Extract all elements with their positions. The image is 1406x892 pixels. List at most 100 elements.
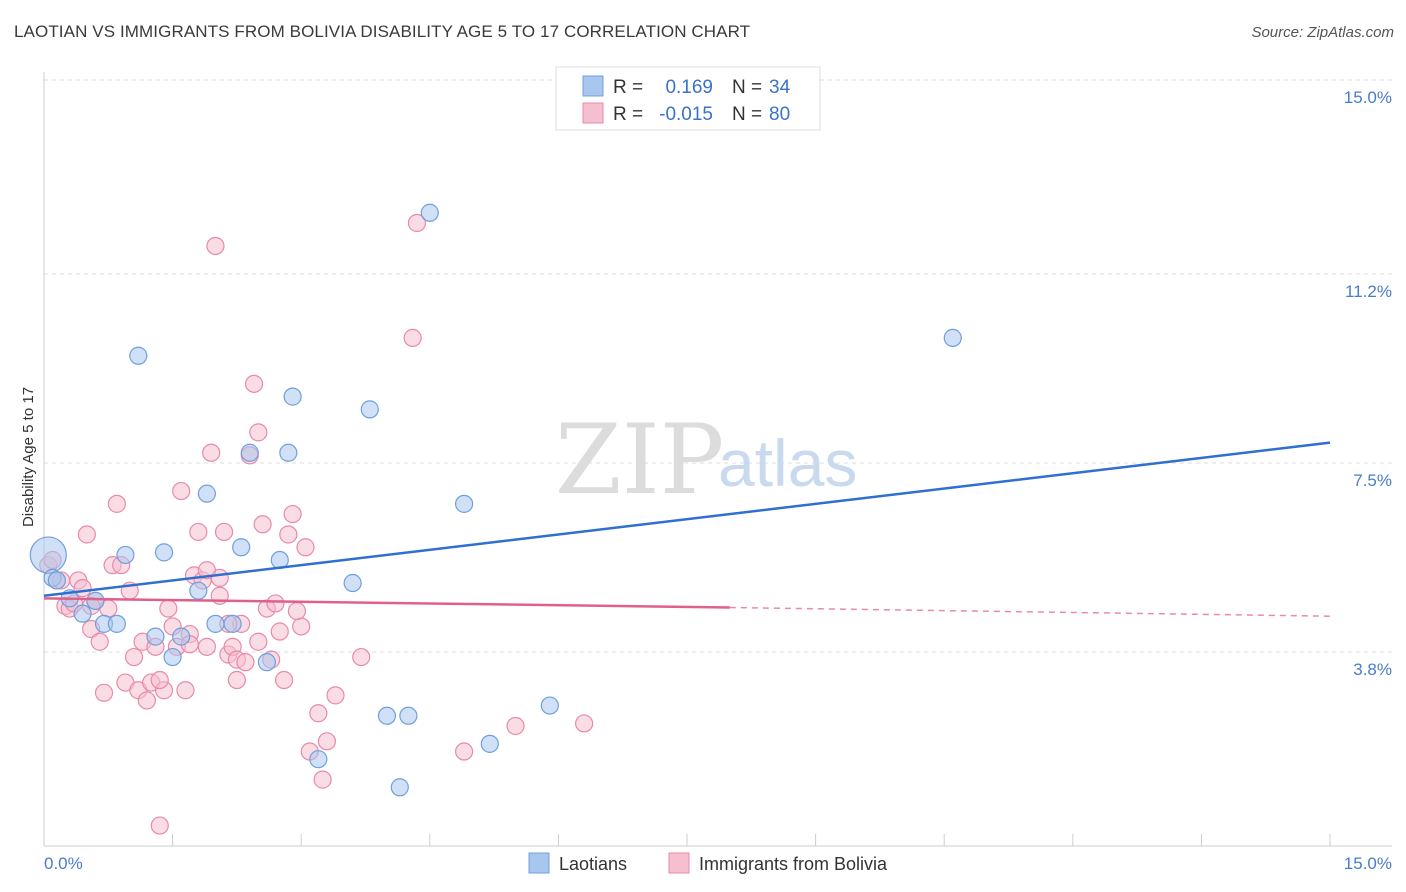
legend-r-label-0: R = xyxy=(613,77,643,98)
point-laotians xyxy=(189,581,208,600)
point-bolivia xyxy=(176,681,195,700)
point-bolivia xyxy=(94,683,114,702)
point-bolivia xyxy=(236,653,255,672)
point-bolivia xyxy=(506,716,525,736)
gridlines xyxy=(44,79,1392,653)
point-laotians xyxy=(399,706,418,725)
trend-line-bolivia xyxy=(43,597,730,609)
scatter-points xyxy=(29,203,962,835)
point-bolivia xyxy=(266,594,285,613)
point-bolivia xyxy=(274,670,294,690)
point-laotians xyxy=(172,627,191,646)
point-bolivia xyxy=(309,704,328,723)
point-bolivia xyxy=(197,637,216,656)
point-bolivia xyxy=(279,525,298,544)
legend-r-value-0: 0.169 xyxy=(665,77,713,98)
x-tick-label-min: 0.0% xyxy=(44,854,83,873)
point-bolivia xyxy=(283,504,302,524)
point-laotians xyxy=(279,443,298,462)
legend-n-label-0: N = xyxy=(732,77,762,98)
point-bolivia xyxy=(454,742,474,761)
point-laotians xyxy=(146,627,165,646)
point-bolivia xyxy=(150,670,169,690)
point-bolivia xyxy=(214,522,234,542)
point-bolivia xyxy=(407,213,427,233)
point-laotians xyxy=(129,346,148,365)
point-laotians xyxy=(86,591,105,610)
point-bolivia xyxy=(202,443,221,462)
point-laotians xyxy=(232,538,251,557)
point-laotians xyxy=(309,750,328,769)
chart-title: LAOTIAN VS IMMIGRANTS FROM BOLIVIA DISAB… xyxy=(14,22,751,41)
legend-swatch-laotians xyxy=(582,75,604,97)
bottom-legend-swatch-laotians xyxy=(528,852,550,874)
point-bolivia xyxy=(249,632,268,651)
x-tick-label-max: 15.0% xyxy=(1344,854,1392,873)
point-bolivia xyxy=(150,816,169,835)
point-bolivia xyxy=(253,515,272,534)
point-laotians xyxy=(420,203,439,222)
point-bolivia xyxy=(296,538,315,557)
legend-n-value-1: 80 xyxy=(769,104,790,125)
trend-line-bolivia-extension xyxy=(729,606,1331,617)
y-tick-label: 11.2% xyxy=(1345,282,1392,301)
point-bolivia xyxy=(575,714,594,733)
legend-n-label-1: N = xyxy=(732,104,762,125)
point-bolivia xyxy=(244,374,264,393)
y-tick-labels: 3.8% 7.5% 11.2% 15.0% xyxy=(1344,88,1392,679)
point-bolivia xyxy=(77,525,96,544)
watermark-zip: ZIP xyxy=(555,404,724,516)
bottom-legend: Laotians Immigrants from Bolivia xyxy=(528,852,888,874)
point-bolivia xyxy=(287,601,307,621)
point-laotians xyxy=(240,443,259,462)
y-tick-label: 15.0% xyxy=(1344,88,1392,107)
legend-r-label-1: R = xyxy=(613,104,643,125)
point-laotians xyxy=(197,484,216,503)
point-bolivia xyxy=(326,686,345,705)
y-tick-label: 7.5% xyxy=(1353,471,1392,490)
point-bolivia xyxy=(317,732,337,751)
point-laotians xyxy=(377,706,397,725)
point-laotians xyxy=(47,571,66,590)
point-bolivia xyxy=(197,561,216,580)
point-laotians xyxy=(116,545,135,565)
point-bolivia xyxy=(172,481,191,501)
trend-line-laotians xyxy=(43,441,1331,598)
point-bolivia xyxy=(249,423,268,442)
point-laotians xyxy=(360,400,379,419)
bottom-legend-label-bolivia: Immigrants from Bolivia xyxy=(699,854,888,874)
chart-source: Source: ZipAtlas.com xyxy=(1251,24,1394,41)
point-bolivia xyxy=(270,622,289,641)
legend-n-value-0: 34 xyxy=(769,77,791,98)
point-bolivia xyxy=(313,770,332,789)
point-bolivia xyxy=(137,691,156,710)
point-laotians xyxy=(163,647,182,667)
point-laotians xyxy=(73,604,92,623)
point-bolivia xyxy=(124,647,144,667)
point-bolivia xyxy=(90,632,109,651)
trend-lines xyxy=(43,441,1331,617)
point-laotians xyxy=(223,614,242,633)
point-laotians xyxy=(390,778,409,797)
y-axis-label: Disability Age 5 to 17 xyxy=(20,387,37,527)
point-laotians xyxy=(29,536,67,574)
point-laotians xyxy=(454,494,474,513)
y-tick-label: 3.8% xyxy=(1353,660,1392,679)
point-laotians xyxy=(206,614,225,633)
point-bolivia xyxy=(403,328,422,347)
point-laotians xyxy=(480,734,499,753)
point-bolivia xyxy=(107,494,126,513)
legend-swatch-bolivia xyxy=(582,102,604,124)
point-laotians xyxy=(154,543,174,562)
point-laotians xyxy=(257,653,277,672)
point-bolivia xyxy=(189,522,208,542)
x-ticks xyxy=(172,834,1331,846)
point-bolivia xyxy=(227,670,246,690)
point-bolivia xyxy=(352,647,371,667)
point-laotians xyxy=(343,573,362,593)
point-bolivia xyxy=(159,599,178,618)
bottom-legend-label-laotians: Laotians xyxy=(559,854,627,874)
bottom-legend-swatch-bolivia xyxy=(668,852,690,874)
watermark-atlas: atlas xyxy=(718,426,857,500)
